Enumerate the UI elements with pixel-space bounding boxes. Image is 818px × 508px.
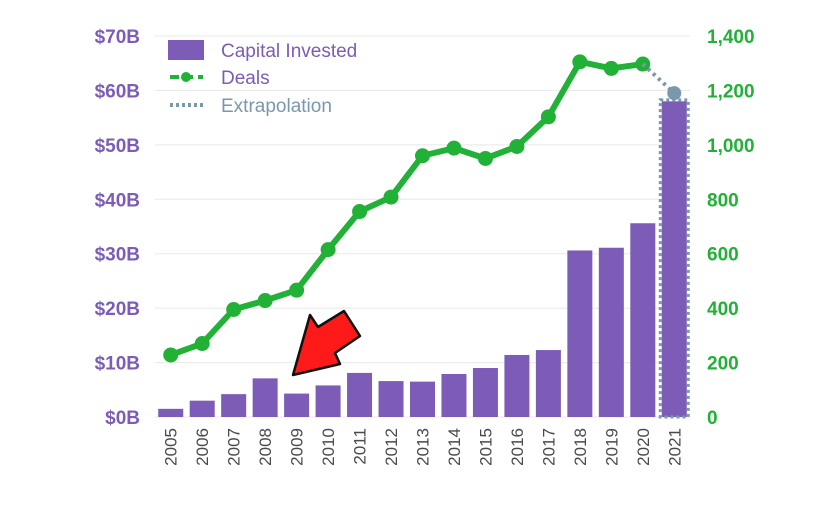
bars-layer (158, 98, 690, 419)
bar-extrapolated (661, 101, 687, 418)
y-right-tick-label: 0 (707, 408, 718, 429)
bar (189, 400, 215, 417)
bar (284, 393, 310, 417)
legend-label-extrapolation: Extrapolation (221, 96, 332, 117)
annotation-layer (291, 309, 362, 377)
bar (221, 394, 247, 417)
x-tick-label: 2015 (476, 428, 495, 466)
y-left-tick-label: $0B (105, 408, 140, 429)
deals-point (572, 54, 588, 70)
legend-swatch-deals-dot (181, 72, 191, 82)
extrapolation-point (667, 86, 682, 101)
x-tick-label: 2007 (225, 428, 244, 466)
deals-line-layer (163, 54, 682, 363)
x-tick-label: 2008 (256, 428, 275, 466)
bar (567, 250, 593, 417)
deals-point (383, 189, 399, 205)
y-right-tick-label: 800 (707, 190, 739, 211)
y-right-tick-label: 200 (707, 354, 739, 375)
legend-swatch-capital (168, 40, 204, 60)
y-right-tick-label: 400 (707, 299, 739, 320)
deals-point (352, 204, 368, 220)
deals-point (446, 140, 462, 156)
bar (630, 223, 656, 417)
bar (347, 372, 373, 417)
red-arrow-annotation (291, 309, 362, 377)
x-tick-label: 2021 (665, 428, 684, 466)
y-right-tick-label: 600 (707, 245, 739, 266)
x-tick-label: 2014 (445, 428, 464, 466)
y-right-tick-label: 1,400 (707, 27, 755, 48)
deals-point (477, 150, 493, 166)
x-tick-label: 2018 (571, 428, 590, 466)
x-tick-label: 2006 (193, 428, 212, 466)
x-tick-label: 2019 (602, 428, 621, 466)
x-tick-label: 2020 (634, 428, 653, 466)
y-left-tick-label: $30B (95, 245, 140, 266)
bar (441, 374, 467, 417)
x-tick-label: 2013 (414, 428, 433, 466)
y-left-tick-label: $40B (95, 190, 140, 211)
deals-point (415, 148, 430, 164)
bar (252, 378, 278, 417)
deals-point (163, 347, 179, 363)
bar (378, 381, 404, 417)
x-tick-label: 2012 (382, 428, 401, 466)
y-left-tick-label: $60B (95, 81, 140, 102)
y-right-tick-label: 1,200 (707, 81, 755, 102)
axes-layer: $0B $10B $20B $30B $40B $50B $60B $70B 0 200 400 60… (95, 27, 755, 466)
legend: Capital Invested Deals Extrapolation (168, 40, 357, 117)
deals-line (169, 58, 644, 358)
deals-point (289, 282, 305, 298)
x-tick-label: 2016 (508, 428, 527, 466)
x-tick-label: 2011 (351, 428, 370, 465)
y-left-tick-label: $70B (95, 27, 140, 48)
legend-label-deals: Deals (221, 68, 270, 89)
deals-point (540, 109, 556, 125)
bar (598, 247, 624, 417)
bar (410, 381, 435, 417)
bar (504, 354, 530, 417)
y-right-tick-label: 1,000 (707, 136, 755, 157)
legend-label-capital: Capital Invested (221, 41, 357, 62)
x-tick-label: 2017 (539, 428, 558, 466)
y-left-tick-label: $50B (95, 136, 140, 157)
deals-point (320, 242, 336, 258)
deals-point (226, 302, 242, 318)
deals-point (509, 138, 525, 154)
y-left-tick-label: $10B (95, 354, 140, 375)
bar (535, 350, 561, 417)
bar (315, 385, 341, 417)
deals-point (257, 293, 273, 309)
extrapolation-line (641, 62, 676, 95)
x-tick-label: 2009 (288, 428, 307, 466)
bar (472, 368, 498, 417)
bar (158, 408, 184, 417)
x-tick-label: 2010 (319, 428, 338, 466)
y-left-tick-label: $20B (95, 299, 140, 320)
deals-point (603, 60, 619, 76)
deals-point (194, 336, 210, 352)
x-tick-label: 2005 (162, 428, 181, 466)
